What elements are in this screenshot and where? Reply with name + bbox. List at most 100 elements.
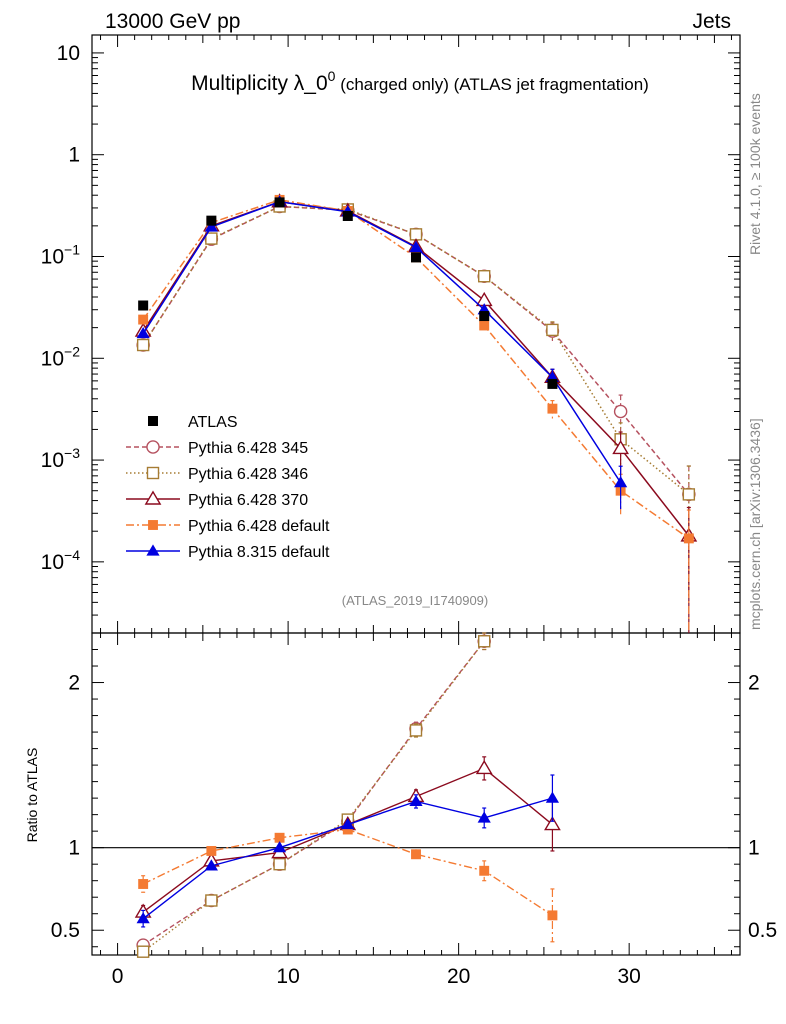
x-tick-label: 0 bbox=[112, 965, 124, 988]
series-point bbox=[205, 232, 218, 245]
ratio-point bbox=[477, 811, 491, 823]
side-site-label: mcplots.cern.ch [arXiv:1306.3436] bbox=[747, 418, 763, 630]
series-point bbox=[682, 488, 696, 501]
legend-marker bbox=[146, 440, 160, 454]
atlas-data-point bbox=[138, 300, 149, 311]
ratio-point bbox=[545, 791, 560, 803]
legend-item-2: Pythia 6.428 370 bbox=[126, 490, 308, 509]
ratio-y-tick-label: 0.5 bbox=[51, 919, 80, 942]
ratio-point bbox=[411, 849, 421, 860]
legend-label: ATLAS bbox=[188, 414, 238, 431]
ratio-series-3 bbox=[138, 824, 558, 943]
ratio-series-4 bbox=[136, 774, 560, 928]
ratio-point bbox=[409, 724, 423, 737]
series-point bbox=[136, 338, 150, 352]
legend-item-4: Pythia 8.315 default bbox=[126, 544, 330, 561]
ratio-series-0 bbox=[136, 632, 491, 952]
ratio-y-tick-label: 1 bbox=[68, 837, 80, 860]
ratio-point bbox=[479, 865, 490, 876]
series-point bbox=[204, 220, 218, 232]
header-left-label: 13000 GeV pp bbox=[105, 10, 240, 33]
ratio-point bbox=[475, 759, 493, 775]
atlas-data-point bbox=[547, 378, 558, 389]
series-point bbox=[136, 326, 150, 339]
series-point bbox=[409, 240, 423, 252]
ratio-point bbox=[138, 879, 149, 889]
plot-title-tail: (charged only) (ATLAS jet fragmentation) bbox=[335, 75, 648, 94]
legend: ATLAS Pythia 6.428 345 Pythia 6.428 346 Pyt… bbox=[126, 414, 330, 561]
ratio-y-axis-label: Ratio to ATLAS bbox=[24, 748, 40, 843]
legend-marker bbox=[148, 416, 158, 426]
atlas-data-point bbox=[411, 252, 421, 263]
series-point bbox=[614, 476, 628, 488]
ratio-point bbox=[204, 859, 218, 871]
series-point bbox=[612, 439, 630, 455]
legend-marker bbox=[146, 466, 160, 480]
y-tick-label: 10 bbox=[57, 42, 80, 65]
ratio-y-tick-label-right: 1 bbox=[748, 837, 760, 860]
ratio-series-group bbox=[134, 632, 561, 958]
ratio-point bbox=[341, 817, 355, 830]
legend-label: Pythia 6.428 345 bbox=[188, 440, 308, 457]
x-tick-label: 10 bbox=[276, 965, 299, 988]
series-point bbox=[613, 404, 628, 419]
ratio-point bbox=[205, 894, 218, 907]
series-line bbox=[142, 200, 622, 484]
series-point bbox=[547, 403, 558, 414]
legend-label: Pythia 6.428 default bbox=[188, 518, 330, 535]
ratio-point bbox=[342, 824, 353, 835]
ratio-series-1 bbox=[136, 632, 491, 958]
analysis-id: (ATLAS_2019_I1740909) bbox=[342, 593, 488, 608]
ratio-point bbox=[206, 846, 217, 856]
ratio-line bbox=[142, 640, 485, 946]
legend-label: Pythia 6.428 370 bbox=[188, 492, 308, 509]
ratio-plot-frame bbox=[91, 632, 741, 956]
atlas-data-point bbox=[479, 311, 490, 322]
ratio-y-tick-label-right: 2 bbox=[748, 672, 760, 695]
legend-label: Pythia 6.428 346 bbox=[188, 466, 308, 483]
ratio-line bbox=[142, 767, 553, 913]
side-rivet-label: Rivet 4.1.0, ≥ 100k events bbox=[747, 93, 763, 255]
y-tick-label: 10−3 bbox=[41, 445, 81, 472]
ratio-point bbox=[478, 635, 491, 648]
legend-item-1: Pythia 6.428 346 bbox=[126, 466, 308, 483]
series-point bbox=[479, 320, 490, 331]
series-point bbox=[478, 270, 491, 283]
ratio-y-tick-label: 2 bbox=[68, 672, 80, 695]
ratio-point bbox=[544, 816, 561, 831]
series-point bbox=[683, 533, 694, 544]
atlas-data-point bbox=[274, 197, 285, 208]
ratio-line bbox=[142, 828, 553, 916]
legend-marker bbox=[148, 520, 158, 530]
axes-group: 0 10 20 30 10 1 10−1 10−2 10−3 10−4 0.5 0.5 1 1 2 2 bbox=[41, 35, 777, 988]
plot-title-main: Multiplicity λ_0 bbox=[191, 72, 328, 95]
series-point bbox=[138, 314, 149, 325]
ratio-point bbox=[136, 945, 150, 958]
ratio-line bbox=[142, 640, 485, 953]
y-tick-label: 1 bbox=[68, 144, 80, 167]
ratio-point bbox=[547, 910, 558, 921]
x-tick-label: 30 bbox=[617, 965, 640, 988]
legend-item-3: Pythia 6.428 default bbox=[126, 518, 330, 535]
plot-title-sup: 0 bbox=[328, 68, 336, 84]
series-point bbox=[546, 323, 559, 337]
header-right-label: Jets bbox=[692, 10, 731, 33]
ratio-series-2 bbox=[134, 756, 561, 920]
legend-marker bbox=[146, 544, 160, 556]
ratio-point bbox=[136, 912, 150, 924]
y-tick-label: 10−4 bbox=[41, 547, 81, 574]
atlas-data-point bbox=[342, 210, 353, 221]
x-tick-label: 20 bbox=[447, 965, 470, 988]
atlas-data-series bbox=[138, 197, 558, 389]
ratio-point bbox=[274, 832, 285, 843]
legend-item-0: Pythia 6.428 345 bbox=[126, 440, 308, 457]
y-tick-label: 10−2 bbox=[41, 343, 81, 370]
atlas-data-point bbox=[206, 215, 217, 226]
main-series-group bbox=[134, 193, 698, 633]
ratio-point bbox=[409, 794, 423, 807]
y-tick-label: 10−1 bbox=[41, 241, 81, 268]
legend-item-atlas: ATLAS bbox=[148, 414, 238, 431]
legend-label: Pythia 8.315 default bbox=[188, 544, 330, 561]
ratio-point bbox=[273, 857, 286, 871]
